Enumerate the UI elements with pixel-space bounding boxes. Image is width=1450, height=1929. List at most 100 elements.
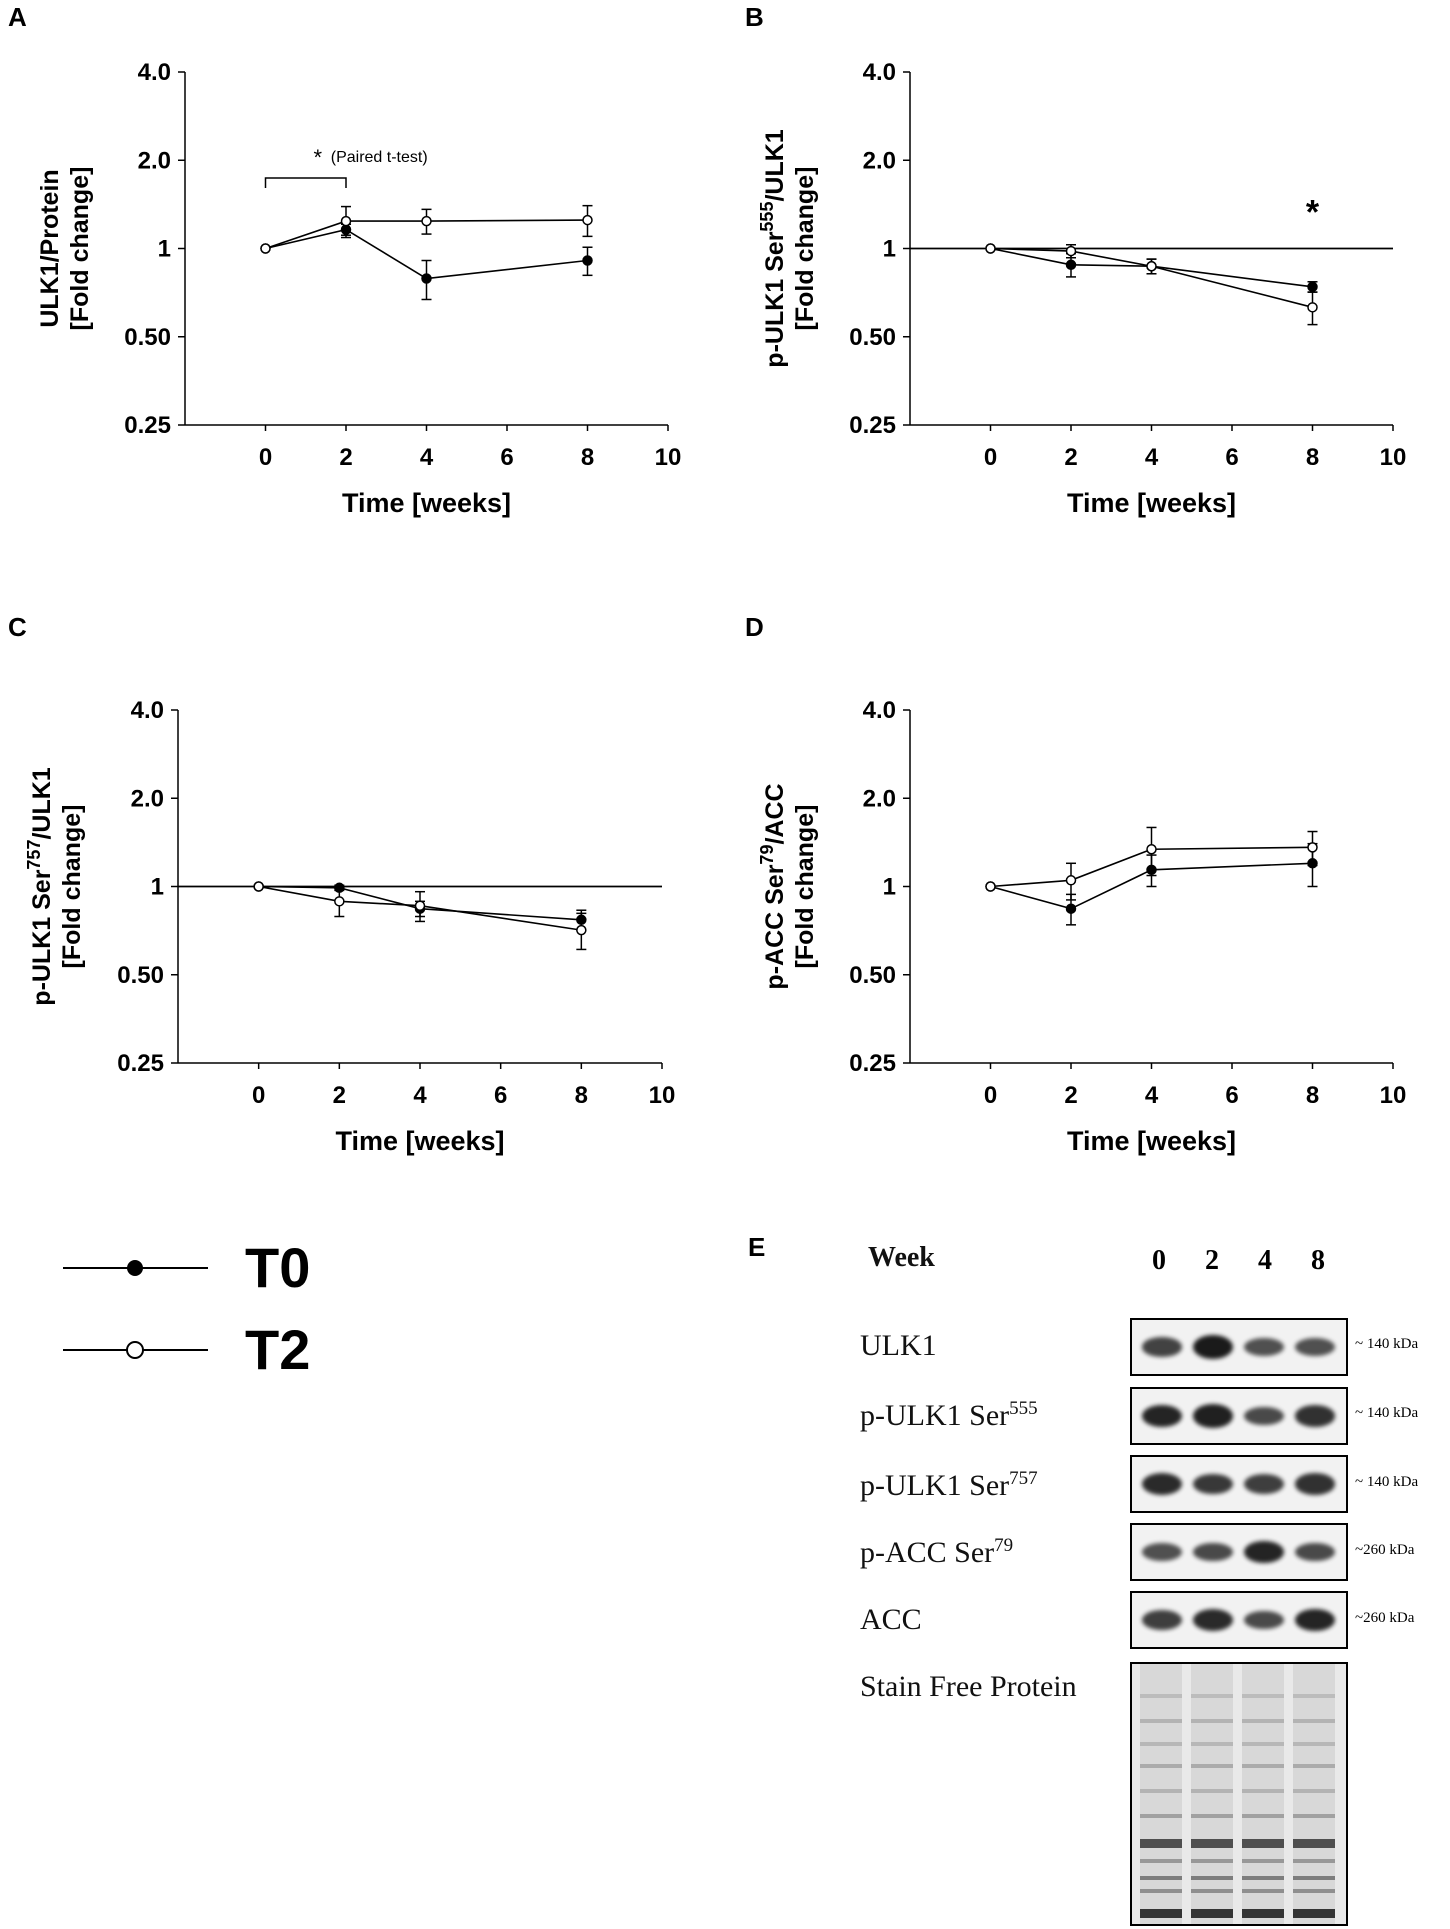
y-tick-label: 2.0 [863, 785, 896, 812]
legend-t2-label: T2 [245, 1318, 311, 1381]
stain-free-band [1293, 1764, 1335, 1768]
data-point-t2 [421, 215, 432, 227]
series-line-t2 [258, 885, 582, 931]
x-tick-label: 2 [339, 444, 352, 471]
data-point-t2 [253, 881, 264, 892]
panel-letter-a: A [8, 2, 27, 32]
data-point-t2 [340, 215, 352, 227]
y-axis-title-line2: [Fold change] [791, 805, 819, 969]
blot-week-2: 2 [1205, 1245, 1219, 1276]
x-tick-label: 8 [581, 444, 594, 471]
stain-free-band [1293, 1909, 1335, 1918]
y-tick-label: 0.25 [117, 1050, 164, 1077]
stain-free-band [1191, 1814, 1233, 1818]
data-point-t2 [576, 924, 587, 936]
blot-band [1295, 1608, 1335, 1632]
stain-free-band [1140, 1764, 1182, 1768]
stain-free-lane [1140, 1664, 1182, 1924]
stain-free-lane [1293, 1664, 1335, 1924]
y-tick-label: 0.50 [124, 324, 171, 351]
legend-markers [63, 1260, 208, 1359]
x-tick-label: 10 [1380, 1082, 1407, 1109]
stain-free-band [1242, 1889, 1284, 1893]
x-tick-label: 6 [494, 1082, 507, 1109]
y-tick-label: 4.0 [863, 697, 896, 724]
blot-week-label: Week [868, 1242, 935, 1273]
x-tick-label: 0 [252, 1082, 265, 1109]
legend-t0-marker [127, 1260, 143, 1276]
x-tick-label: 8 [575, 1082, 588, 1109]
blot-band [1244, 1406, 1284, 1426]
series-line-t2 [990, 846, 1313, 888]
blot-kda-ulk1: ~ 140 kDa [1355, 1336, 1419, 1352]
stain-free-band [1140, 1814, 1182, 1818]
blot-band [1142, 1404, 1182, 1428]
stain-free-band [1191, 1859, 1233, 1863]
x-tick-label: 2 [1064, 1082, 1077, 1109]
stain-free-band [1140, 1789, 1182, 1793]
blot-kda-acc: ~260 kDa [1355, 1610, 1415, 1626]
stain-free-band [1242, 1876, 1284, 1880]
x-tick-label: 0 [259, 444, 272, 471]
data-point-t0 [421, 273, 432, 284]
stain-free-band [1140, 1719, 1182, 1723]
y-tick-label: 0.25 [849, 1050, 896, 1077]
x-tick-label: 2 [1064, 444, 1077, 471]
stain-free-band [1140, 1909, 1182, 1918]
y-tick-label: 0.25 [124, 412, 171, 439]
y-axis-title-suffix: /ULK1 [28, 767, 56, 839]
annotation-text: (Paired t-test) [331, 149, 428, 166]
blot-row-pulk1-555 [1130, 1387, 1348, 1445]
blot-band [1244, 1540, 1284, 1564]
blot-stain-free-lanes [1130, 1662, 1348, 1926]
panel-letter-e: E [748, 1232, 766, 1262]
y-tick-label: 0.50 [117, 962, 164, 989]
stain-free-band [1293, 1742, 1335, 1746]
data-point-t2 [985, 243, 996, 254]
stain-free-band [1191, 1789, 1233, 1793]
x-tick-label: 0 [984, 1082, 997, 1109]
x-tick-label: 2 [333, 1082, 346, 1109]
blot-kda-pulk1-555: ~ 140 kDa [1355, 1405, 1419, 1421]
y-tick-label: 0.50 [849, 324, 896, 351]
y-axis-title-line1: p-ACC Ser79/ACC [757, 783, 789, 989]
stain-free-band [1293, 1789, 1335, 1793]
y-axis-title-suffix: /ACC [761, 783, 789, 844]
panel-letter-c: C [8, 612, 27, 642]
stain-free-band [1140, 1859, 1182, 1863]
stain-free-band [1293, 1719, 1335, 1723]
blot-band [1193, 1609, 1233, 1631]
x-axis-title: Time [weeks] [335, 1126, 504, 1156]
blot-row-pulk1-757 [1130, 1455, 1348, 1513]
blot-band [1142, 1473, 1182, 1495]
data-point-t2 [1307, 302, 1318, 313]
stain-free-band [1191, 1876, 1233, 1880]
chart-panel-a: 0.25 0.50 1 2.0 4.0 0 2 4 6 8 10 Time [weeks] ULK1/P… [36, 59, 681, 518]
x-tick-label: 6 [1225, 1082, 1238, 1109]
legend-t2-marker [126, 1341, 144, 1359]
chart-panel-c: 0.25 0.50 1 2.0 4.0 0 2 4 6 8 10 Time [weeks] p-ULK1… [24, 697, 675, 1156]
blot-band [1193, 1335, 1233, 1359]
legend: T0 T2 [60, 1235, 360, 1395]
blot-band [1193, 1404, 1233, 1428]
data-point-t0 [1307, 281, 1318, 293]
stain-free-band [1191, 1764, 1233, 1768]
stain-free-band [1191, 1889, 1233, 1893]
significance-star: * [313, 145, 322, 170]
data-point-t2 [582, 214, 593, 226]
blot-band [1244, 1610, 1284, 1630]
stain-free-band [1242, 1764, 1284, 1768]
stain-free-band [1293, 1859, 1335, 1863]
data-point-t2 [260, 243, 271, 254]
blot-row-label-ulk1: ULK1 [860, 1329, 937, 1362]
stain-free-band [1191, 1742, 1233, 1746]
y-tick-label: 1 [883, 236, 896, 263]
data-point-t2 [334, 896, 345, 907]
stain-free-band [1140, 1876, 1182, 1880]
panel-letter-d: D [745, 612, 764, 642]
series-line-t0 [265, 228, 588, 280]
stain-free-pattern [1140, 1664, 1335, 1924]
y-axis-title-line1: ULK1/Protein [36, 169, 64, 327]
blot-row-label-pulk1-555: p-ULK1 Ser555 [860, 1398, 1038, 1432]
stain-free-band [1242, 1839, 1284, 1848]
